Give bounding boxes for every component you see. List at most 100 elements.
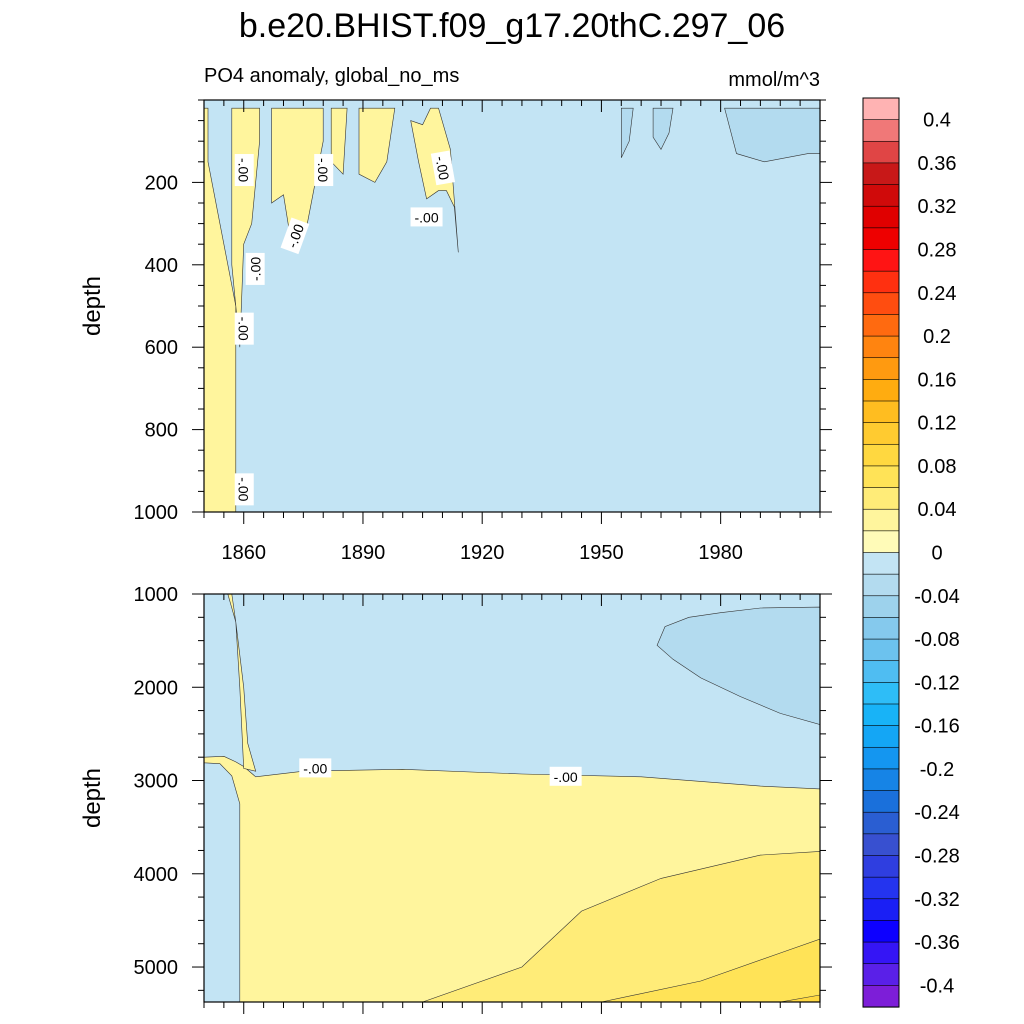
- colorbar-swatch: [862, 205, 900, 229]
- contour-label-bg: [234, 473, 254, 506]
- contour-region-1: [227, 594, 257, 772]
- colorbar: 0.4 0.36 0.32 0.28 0.24 0.2 0.16 0.12 0.08 0.04 0 -…: [862, 97, 960, 1008]
- colorbar-tick-label: 0.24: [918, 283, 957, 305]
- colorbar-swatch: [862, 617, 900, 640]
- x-tick-label: 1950: [579, 542, 624, 564]
- contour-label-text: -.00: [414, 209, 438, 225]
- y-tick-label: 1000: [134, 584, 179, 606]
- colorbar-swatch: [862, 963, 900, 986]
- contour-region-7: [620, 107, 634, 158]
- colorbar-tick-label: -0.24: [914, 802, 960, 824]
- colorbar-tick-label: 0.12: [918, 413, 957, 435]
- contour-label-text: -.00: [236, 158, 252, 182]
- colorbar-tick-label: 0.08: [918, 456, 957, 478]
- contour-region-8: [652, 107, 674, 151]
- contour-region-4: [358, 107, 396, 183]
- contour-label: -.00: [234, 312, 254, 345]
- colorbar-swatch: [862, 292, 900, 316]
- colorbar-swatch: [862, 162, 900, 186]
- contour-label-bg: [314, 154, 334, 187]
- colorbar-swatch: [862, 140, 900, 164]
- figure-title: b.e20.BHIST.f09_g17.20thC.297_06: [239, 7, 785, 45]
- deep-ocean-panel: 1000 2000 3000 4000 5000 depth -.00 -.00: [79, 584, 832, 1014]
- colorbar-swatch: [862, 249, 900, 272]
- x-tick-label: 1980: [698, 542, 743, 564]
- colorbar-swatch: [862, 227, 900, 251]
- colorbar-swatch: [862, 595, 900, 619]
- y-tick-label: 600: [145, 337, 178, 359]
- contour-region-5: [410, 107, 459, 253]
- colorbar-swatch: [862, 465, 900, 489]
- colorbar-tick-label: 0.4: [923, 110, 951, 132]
- colorbar-swatch: [862, 357, 900, 380]
- y-tick-label: 2000: [134, 677, 179, 699]
- colorbar-tick-label: 0.04: [918, 499, 957, 521]
- colorbar-tick-label: -0.36: [914, 932, 960, 954]
- contour-label-bg: [430, 150, 456, 186]
- colorbar-swatch: [862, 876, 900, 900]
- contour-label: -.00: [410, 207, 443, 227]
- colorbar-tick-label: 0.32: [918, 196, 957, 218]
- y-tick-label: 3000: [134, 771, 179, 793]
- contour-label-text: -.00: [432, 155, 452, 182]
- contour-region-5: [656, 606, 820, 725]
- y-tick-label: 800: [145, 420, 178, 442]
- contour-region-2: [422, 851, 820, 1002]
- y-tick-label: 1000: [134, 502, 179, 524]
- colorbar-frame: [862, 97, 900, 1008]
- panel-subtitle: PO4 anomaly, global_no_ms: [204, 65, 459, 87]
- contour-label-text: -.00: [303, 760, 327, 776]
- contour-region-3: [601, 938, 820, 1002]
- colorbar-swatch: [862, 746, 900, 770]
- colorbar-swatch: [862, 552, 900, 575]
- colorbar-swatch: [862, 119, 900, 142]
- colorbar-tick-label: 0.2: [923, 326, 951, 348]
- colorbar-tick-label: -0.32: [914, 889, 960, 911]
- contour-label-bg: [234, 312, 254, 345]
- colorbar-swatch: [862, 422, 900, 445]
- colorbar-swatch: [862, 833, 900, 857]
- colorbar-tick-label: -0.4: [920, 975, 954, 997]
- colorbar-swatch: [862, 790, 900, 813]
- colorbar-tick-label: 0.36: [918, 153, 957, 175]
- y-tick-label: 5000: [134, 957, 179, 979]
- colorbar-swatch: [862, 898, 900, 922]
- contour-region-6: [724, 107, 820, 163]
- colorbar-swatch: [862, 703, 900, 727]
- colorbar-swatch: [862, 855, 900, 878]
- contour-label-text: -.00: [248, 257, 264, 281]
- colorbar-tick-label: 0: [931, 543, 942, 565]
- x-tick-label: 1890: [341, 542, 386, 564]
- colorbar-swatch: [862, 97, 900, 121]
- x-tick-label: 1860: [221, 542, 266, 564]
- y-tick-label: 200: [145, 172, 178, 194]
- colorbar-swatch: [862, 682, 900, 705]
- contour-label-text: -.00: [236, 477, 252, 501]
- colorbar-swatch: [862, 530, 900, 554]
- colorbar-swatch: [862, 920, 900, 943]
- colorbar-swatch: [862, 811, 900, 835]
- colorbar-swatch: [862, 941, 900, 965]
- colorbar-swatch: [862, 725, 900, 748]
- colorbar-tick-label: -0.08: [914, 629, 960, 651]
- contour-label-bg: [245, 252, 265, 285]
- colorbar-swatch: [862, 768, 900, 792]
- contour-label: -.00: [549, 766, 582, 786]
- contour-label: -.00: [299, 758, 332, 778]
- upper-ocean-panel: 1860 1890 1920 1950 1980 200 400 600 800 1000 dept…: [79, 99, 832, 564]
- colorbar-tick-label: -0.12: [914, 672, 960, 694]
- contour-region-3: [330, 107, 348, 175]
- contour-region-0: [204, 107, 237, 512]
- colorbar-swatch: [862, 443, 900, 467]
- colorbar-tick-label: -0.28: [914, 846, 960, 868]
- contour-label-bg: [280, 217, 310, 255]
- contour-label: -.00: [430, 150, 456, 186]
- contour-label-text: -.00: [315, 158, 331, 182]
- colorbar-swatch: [862, 184, 900, 207]
- contour-label-text: -.00: [284, 222, 307, 250]
- colorbar-swatch: [862, 379, 900, 402]
- colorbar-swatch: [862, 314, 900, 337]
- contour-label: -.00: [234, 473, 254, 506]
- contour-label: -.00: [280, 217, 310, 255]
